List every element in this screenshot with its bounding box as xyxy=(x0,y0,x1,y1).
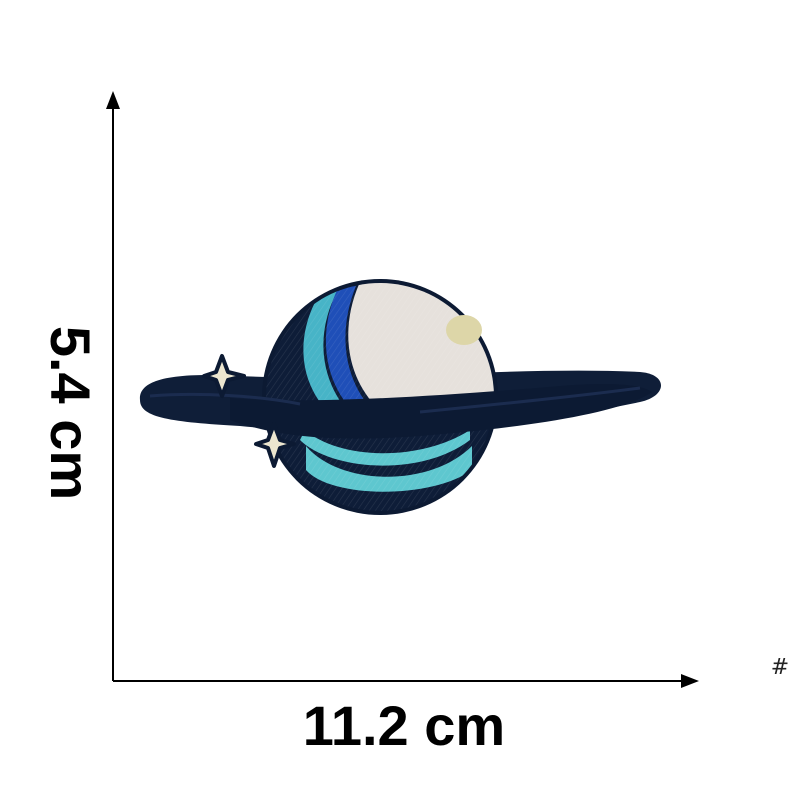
planet-patch-image xyxy=(139,279,661,515)
height-dimension-label: 5.4 cm xyxy=(39,325,102,501)
star-upper xyxy=(202,354,246,398)
star-lower xyxy=(254,422,296,468)
width-axis-arrowhead xyxy=(681,674,699,688)
planet-crater xyxy=(446,315,482,345)
height-axis-arrowhead xyxy=(106,91,120,109)
width-dimension-label: 11.2 cm xyxy=(302,694,506,757)
corner-mark: # xyxy=(770,655,790,680)
dimension-axes xyxy=(106,91,699,688)
